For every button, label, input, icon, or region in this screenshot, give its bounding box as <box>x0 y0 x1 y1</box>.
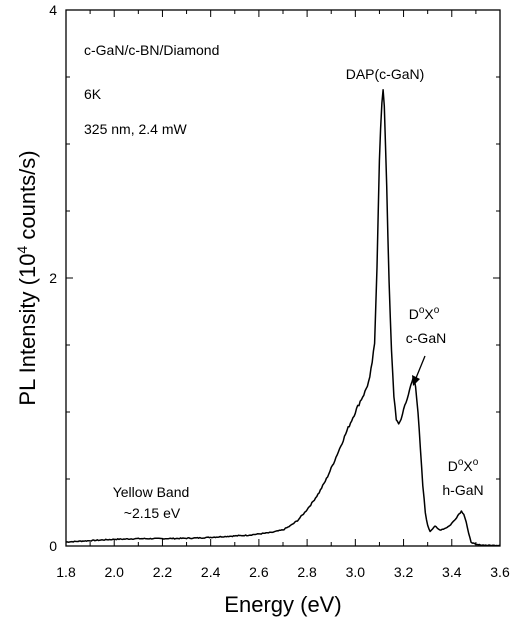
plot-frame <box>65 9 501 547</box>
dx-c-gan-arrowhead <box>412 375 420 386</box>
y-axis-title-exponent: 4 <box>14 246 30 254</box>
dx-h-sup1: o <box>458 457 464 468</box>
x-tick-label: 1.8 <box>56 564 76 580</box>
x-tick-label: 3.4 <box>442 564 462 580</box>
x-tick-label: 3.2 <box>394 564 414 580</box>
dx-c-gan-arrow <box>415 355 426 379</box>
y-axis-title-unit: counts/s) <box>15 150 40 245</box>
excitation-label: 325 nm, 2.4 mW <box>84 121 187 137</box>
dx-h-base1: D <box>448 458 458 474</box>
dx-c-gan-label-line1: DoXo <box>409 305 440 322</box>
sample-label: c-GaN/c-BN/Diamond <box>84 42 219 58</box>
dap-peak-label: DAP(c-GaN) <box>346 66 425 82</box>
dx-c-sup2: o <box>434 305 440 316</box>
dx-c-sup1: o <box>419 305 425 316</box>
yellow-band-label-line2: ~2.15 eV <box>124 505 181 521</box>
dx-c-base1: D <box>409 306 419 322</box>
y-tick-label: 2 <box>49 270 57 286</box>
x-tick-label: 3.0 <box>346 564 366 580</box>
dx-h-gan-label-line1: DoXo <box>448 457 479 474</box>
x-tick-label: 2.6 <box>249 564 269 580</box>
x-axis-title: Energy (eV) <box>224 592 341 617</box>
x-tick-label: 3.6 <box>490 564 510 580</box>
dx-h-sup2: o <box>473 457 479 468</box>
x-tick-label: 2.0 <box>104 564 124 580</box>
temperature-label: 6K <box>84 86 102 102</box>
dx-h-gan-label-line2: h-GaN <box>442 482 483 498</box>
yellow-band-label-line1: Yellow Band <box>113 484 190 500</box>
y-axis-title: PL Intensity (104 counts/s) <box>14 150 40 405</box>
x-tick-label: 2.2 <box>153 564 173 580</box>
dx-h-base2: X <box>463 458 473 474</box>
dx-c-gan-label-line2: c-GaN <box>406 330 446 346</box>
pl-spectrum-line <box>65 89 501 547</box>
y-axis-title-main: PL Intensity (10 <box>15 254 40 406</box>
x-tick-label: 2.4 <box>201 564 221 580</box>
y-axis-ticks: 0 2 4 <box>49 2 500 554</box>
x-axis-ticks: 1.8 2.0 2.2 2.4 2.6 2.8 3.0 3.2 3.4 3.6 <box>56 10 510 580</box>
y-tick-label: 4 <box>49 2 57 18</box>
y-tick-label: 0 <box>49 538 57 554</box>
dx-c-base2: X <box>424 306 434 322</box>
x-tick-label: 2.8 <box>297 564 317 580</box>
